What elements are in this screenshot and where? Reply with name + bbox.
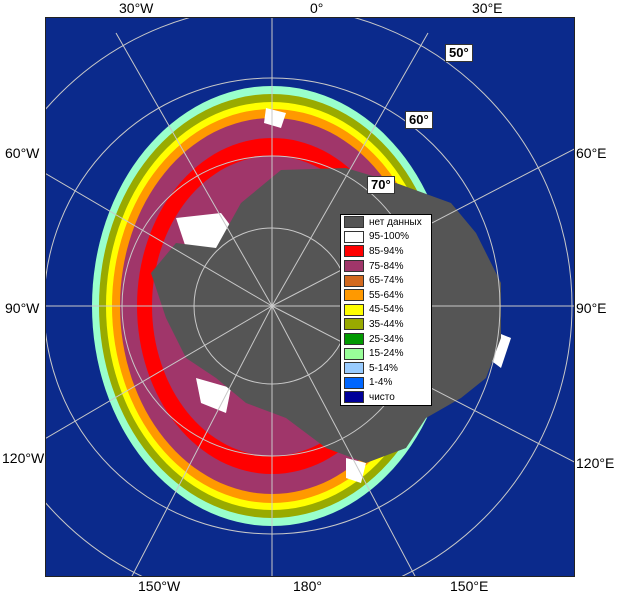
legend-item: 25-34% <box>341 332 431 347</box>
legend-swatch <box>344 274 364 287</box>
legend-item: 85-94% <box>341 244 431 259</box>
legend-label: нет данных <box>369 216 422 228</box>
lon-label-60w: 60°W <box>5 145 40 161</box>
lon-label-60e: 60°E <box>576 145 607 161</box>
lat-label-50: 50° <box>445 44 473 62</box>
legend-swatch <box>344 376 364 389</box>
legend-swatch <box>344 216 364 229</box>
lon-label-30w: 30°W <box>119 0 154 16</box>
legend-item: 5-14% <box>341 361 431 376</box>
legend-swatch <box>344 362 364 375</box>
legend-item: нет данных <box>341 215 431 230</box>
legend-label: чисто <box>369 391 395 403</box>
legend-label: 35-44% <box>369 318 404 330</box>
legend-label: 15-24% <box>369 348 404 360</box>
lat-label-70: 70° <box>367 176 395 194</box>
legend-label: 95-100% <box>369 231 410 243</box>
legend-item: 65-74% <box>341 273 431 288</box>
legend-label: 25-34% <box>369 333 404 345</box>
legend-label: 55-64% <box>369 289 404 301</box>
legend-item: 15-24% <box>341 346 431 361</box>
legend-label: 65-74% <box>369 275 404 287</box>
legend-swatch <box>344 260 364 273</box>
legend-swatch <box>344 318 364 331</box>
map-frame <box>45 17 575 577</box>
legend-item: 45-54% <box>341 303 431 318</box>
legend-swatch <box>344 289 364 302</box>
lon-label-0: 0° <box>310 0 324 16</box>
legend-label: 5-14% <box>369 362 398 374</box>
graticule <box>46 18 574 576</box>
lon-label-120w: 120°W <box>2 450 45 466</box>
legend-item: 35-44% <box>341 317 431 332</box>
legend-item: чисто <box>341 390 431 405</box>
legend-item: 55-64% <box>341 288 431 303</box>
legend-item: 75-84% <box>341 259 431 274</box>
lon-label-150e: 150°E <box>450 578 489 594</box>
lon-label-90e: 90°E <box>576 300 607 316</box>
lon-label-120e: 120°E <box>576 455 615 471</box>
sea-ice-map <box>46 18 574 576</box>
lon-label-150w: 150°W <box>138 578 181 594</box>
lat-label-60: 60° <box>405 111 433 129</box>
legend-label: 75-84% <box>369 260 404 272</box>
lon-label-30e: 30°E <box>472 0 503 16</box>
legend-swatch <box>344 230 364 243</box>
legend-swatch <box>344 245 364 258</box>
legend-swatch <box>344 333 364 346</box>
legend-item: 1-4% <box>341 376 431 391</box>
legend-label: 85-94% <box>369 245 404 257</box>
legend: нет данных 95-100% 85-94% 75-84% 65-74% 55-64… <box>340 214 432 406</box>
lon-label-180: 180° <box>293 578 322 594</box>
legend-swatch <box>344 347 364 360</box>
legend-label: 45-54% <box>369 304 404 316</box>
legend-label: 1-4% <box>369 377 393 389</box>
legend-item: 95-100% <box>341 230 431 245</box>
legend-swatch <box>344 303 364 316</box>
lon-label-90w: 90°W <box>5 300 40 316</box>
legend-swatch <box>344 391 364 404</box>
